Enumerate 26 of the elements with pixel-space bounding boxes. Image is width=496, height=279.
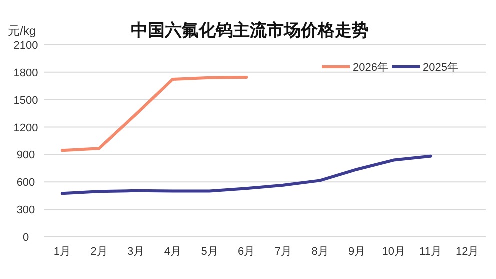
x-tick-label: 11月	[420, 246, 442, 258]
y-tick-label: 1200	[14, 122, 38, 134]
chart-title: 中国六氟化钨主流市场价格走势	[131, 21, 369, 40]
x-tick-label: 5月	[201, 246, 218, 258]
line-series	[60, 76, 248, 152]
y-tick-label: 300	[16, 204, 36, 217]
x-tick-label: 10月	[382, 246, 406, 258]
y-tick-label: 900	[16, 150, 36, 162]
x-tick-label: 4月	[164, 246, 182, 258]
legend-label: 2026年	[353, 62, 388, 74]
y-tick-label: 600	[16, 177, 36, 190]
y-axis-title: 元/kg	[8, 24, 36, 38]
y-tick-label: 1500	[14, 94, 38, 107]
y-tick-label: 2100	[14, 40, 38, 52]
x-tick-label: 3月	[128, 246, 145, 258]
legend-label: 2025年	[423, 62, 458, 74]
y-tick-label: 0	[22, 232, 30, 244]
x-tick-label: 12月	[456, 246, 480, 258]
x-tick-label: 9月	[348, 246, 366, 258]
x-tick-label: 7月	[274, 246, 292, 258]
x-tick-label: 6月	[238, 246, 256, 258]
line-series	[60, 154, 432, 196]
y-tick-label: 1800	[14, 67, 38, 80]
x-tick-label: 1月	[54, 246, 71, 258]
x-tick-label: 8月	[312, 246, 329, 258]
x-tick-label: 2月	[90, 246, 108, 258]
